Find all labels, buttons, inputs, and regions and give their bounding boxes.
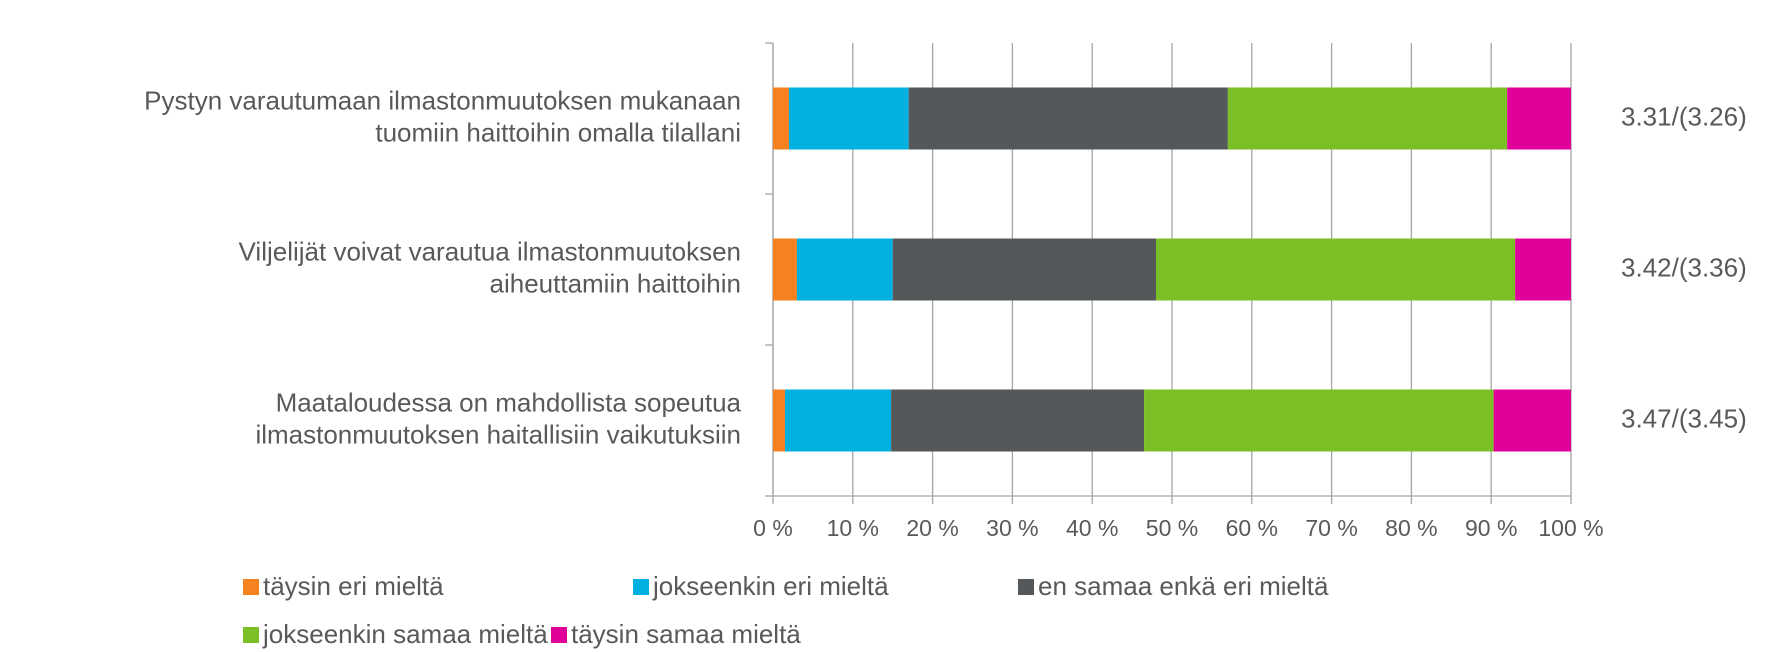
bar-segment xyxy=(1493,389,1571,452)
bar-segment xyxy=(891,389,1145,452)
legend-swatch xyxy=(243,627,259,643)
bar-segment xyxy=(1227,87,1508,150)
bar-segment xyxy=(1144,389,1494,452)
bar-segment xyxy=(1515,238,1571,301)
legend-swatch xyxy=(243,579,259,595)
x-tick-label: 40 % xyxy=(1066,515,1118,541)
bar-segment xyxy=(892,238,1157,301)
x-tick-label: 90 % xyxy=(1465,515,1517,541)
x-tick-label: 80 % xyxy=(1385,515,1437,541)
x-tick-label: 70 % xyxy=(1305,515,1357,541)
category-label: Maataloudessa on mahdollista sopeutua xyxy=(276,387,742,417)
bar-segment xyxy=(773,238,797,301)
bar-segment xyxy=(1156,238,1516,301)
bar-segment xyxy=(773,389,785,452)
bar-segment xyxy=(788,87,909,150)
annotation: 3.42/(3.36) xyxy=(1621,252,1747,282)
bar-segment xyxy=(796,238,893,301)
legend-swatch xyxy=(551,627,567,643)
bar-segment xyxy=(773,87,789,150)
annotation: 3.31/(3.26) xyxy=(1621,101,1747,131)
x-tick-label: 0 % xyxy=(753,515,793,541)
legend-label: täysin eri mieltä xyxy=(263,571,444,601)
category-label: Viljelijät voivat varautua ilmastonmuuto… xyxy=(239,236,741,266)
category-label: tuomiin haittoihin omalla tilallani xyxy=(375,117,741,147)
legend-label: en samaa enkä eri mieltä xyxy=(1038,571,1329,601)
x-tick-label: 60 % xyxy=(1226,515,1278,541)
category-label: ilmastonmuutoksen haitallisiin vaikutuks… xyxy=(255,419,741,449)
category-label: aiheuttamiin haittoihin xyxy=(490,268,742,298)
annotation: 3.47/(3.45) xyxy=(1621,403,1747,433)
legend-swatch xyxy=(633,579,649,595)
legend-label: täysin samaa mieltä xyxy=(571,619,801,649)
bar-segment xyxy=(784,389,892,452)
legend-swatch xyxy=(1018,579,1034,595)
x-tick-label: 10 % xyxy=(827,515,879,541)
x-tick-label: 100 % xyxy=(1538,515,1603,541)
legend-label: jokseenkin samaa mieltä xyxy=(262,619,548,649)
category-label: Pystyn varautumaan ilmastonmuutoksen muk… xyxy=(144,85,741,115)
bar-segment xyxy=(1507,87,1571,150)
bar-segment xyxy=(908,87,1228,150)
legend-label: jokseenkin eri mieltä xyxy=(652,571,889,601)
x-tick-label: 50 % xyxy=(1146,515,1198,541)
x-tick-label: 30 % xyxy=(986,515,1038,541)
x-tick-label: 20 % xyxy=(906,515,958,541)
